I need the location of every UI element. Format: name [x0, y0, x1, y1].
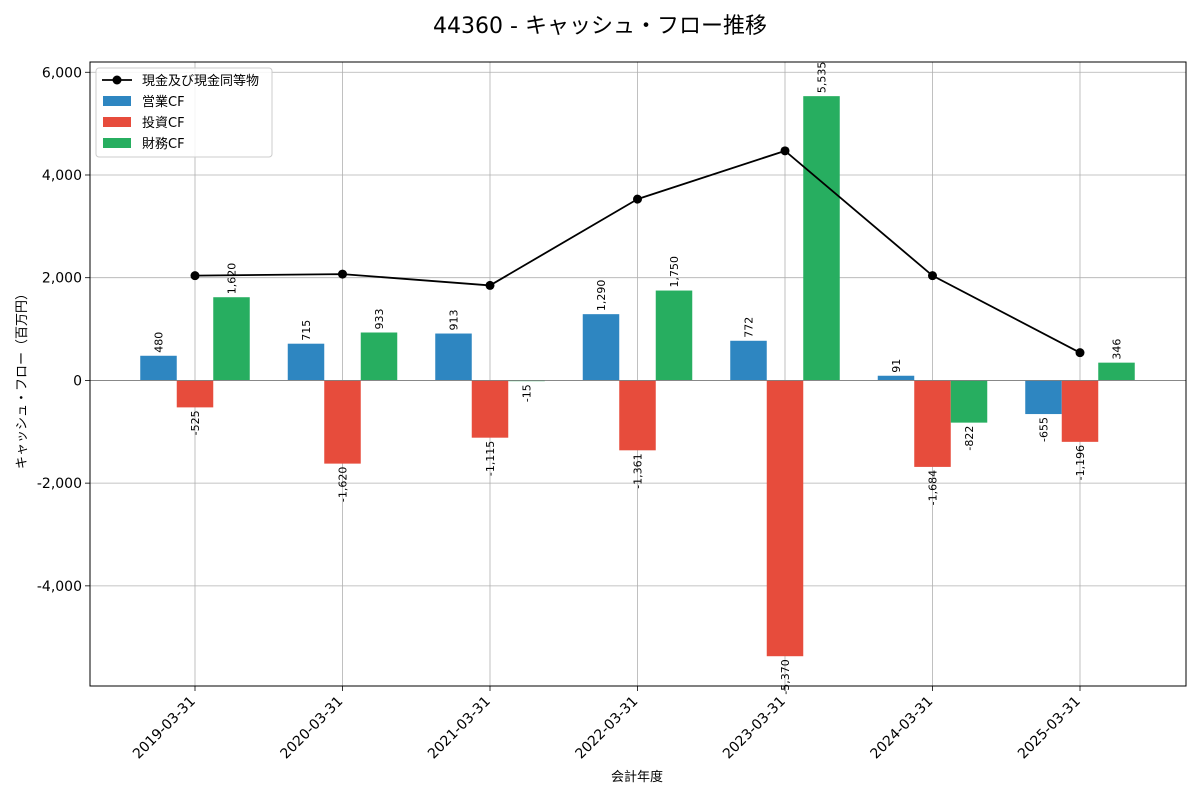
- bar: [730, 340, 767, 381]
- bar-value-label: -15: [521, 384, 534, 402]
- bar: [435, 333, 472, 381]
- legend-marker: [112, 75, 122, 85]
- x-axis-label: 会計年度: [611, 769, 663, 785]
- bar-value-label: -1,361: [632, 453, 645, 488]
- bar-value-label: -525: [189, 410, 202, 435]
- bar: [766, 380, 804, 657]
- bar-value-label: 913: [448, 310, 461, 331]
- bar: [287, 343, 325, 381]
- legend-label: 投資CF: [142, 115, 185, 131]
- y-tick-label: -4,000: [37, 579, 82, 595]
- bar-value-label: 480: [153, 332, 166, 353]
- cash-point: [633, 194, 642, 204]
- y-tick-label: 0: [73, 373, 82, 389]
- bar: [471, 380, 509, 438]
- bar: [803, 96, 840, 381]
- bar: [582, 314, 620, 381]
- y-tick-label: 4,000: [42, 168, 82, 184]
- bar: [619, 380, 656, 451]
- bar-value-label: -1,196: [1074, 445, 1087, 480]
- bar-value-label: 91: [890, 359, 903, 373]
- bar: [360, 332, 398, 381]
- bar: [140, 355, 177, 381]
- cash-point: [485, 280, 495, 290]
- bar-value-label: 772: [743, 317, 756, 338]
- legend-label: 営業CF: [142, 94, 185, 110]
- data-labels: 480 715 913 1,290 772 91 -655 -525 -1,620 -1,115 -…: [153, 62, 1124, 695]
- bar: [914, 380, 951, 467]
- legend-box: [95, 67, 273, 158]
- bar: [213, 297, 250, 381]
- bar-value-label: 1,750: [668, 256, 681, 288]
- bar-value-label: -822: [963, 426, 976, 451]
- bar-value-label: -1,620: [337, 467, 350, 502]
- bar-value-label: -5,370: [779, 659, 792, 694]
- cash-point: [928, 271, 937, 281]
- legend-swatch: [103, 138, 131, 148]
- chart-title: 44360 - キャッシュ・フロー推移: [433, 14, 767, 39]
- bar: [877, 375, 915, 381]
- bar: [1098, 362, 1135, 381]
- bar-value-label: -1,115: [484, 441, 497, 476]
- cash-point: [1075, 348, 1085, 358]
- cash-point: [780, 146, 790, 156]
- bars: [140, 96, 1135, 657]
- plot-frame: [89, 61, 1187, 687]
- bar-value-label: 1,620: [226, 263, 239, 295]
- bar-value-label: 1,290: [595, 280, 608, 312]
- bar-value-label: -655: [1038, 417, 1051, 442]
- legend-swatch: [103, 96, 131, 106]
- y-tick-label: 2,000: [42, 271, 82, 287]
- bar: [950, 380, 988, 423]
- bar: [1025, 380, 1062, 415]
- bar: [655, 290, 693, 381]
- legend-label: 財務CF: [142, 137, 185, 152]
- bar-value-label: 933: [373, 309, 386, 330]
- cash-point: [190, 271, 200, 281]
- cash-line-series: [190, 146, 1085, 358]
- y-axis-label: キャッシュ・フロー（百万円）: [15, 287, 30, 469]
- bar-value-label: 715: [300, 320, 313, 341]
- bar: [324, 380, 361, 464]
- bar: [176, 380, 214, 408]
- bar: [1061, 380, 1099, 442]
- bar-value-label: 5,535: [816, 62, 829, 94]
- y-tick-label: -2,000: [37, 476, 82, 492]
- y-tick-label: 6,000: [42, 65, 82, 81]
- bar-value-label: 346: [1111, 339, 1124, 360]
- legend-label: 現金及び現金同等物: [142, 73, 259, 89]
- cash-point: [338, 269, 347, 279]
- legend-swatch: [103, 117, 131, 127]
- bar-value-label: -1,684: [927, 470, 940, 505]
